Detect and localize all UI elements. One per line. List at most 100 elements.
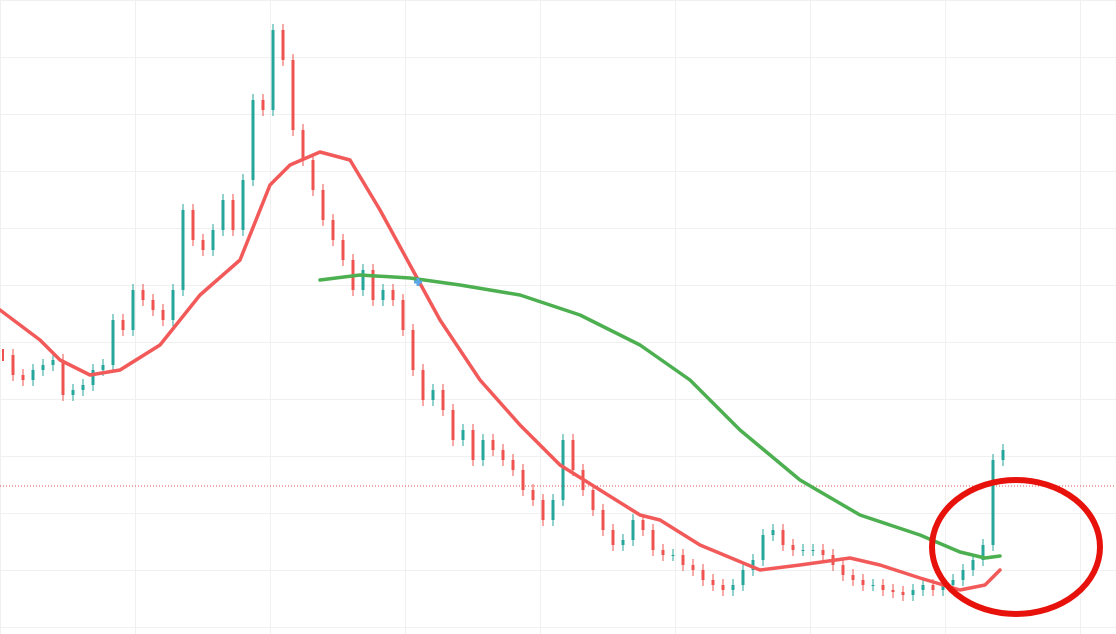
candle-body <box>431 390 435 400</box>
candle-body <box>191 210 195 240</box>
candle-body <box>481 440 485 460</box>
candle-body <box>491 440 495 450</box>
candle-body <box>81 385 85 390</box>
candle-body <box>991 460 995 545</box>
candle-body <box>361 270 365 290</box>
candle-body <box>951 580 955 585</box>
candle-body <box>791 545 795 550</box>
candle-body <box>241 180 245 230</box>
candle-body <box>131 290 135 330</box>
candle-body <box>251 100 255 180</box>
plot-area <box>0 24 1116 601</box>
candle-body <box>681 555 685 565</box>
candle-body <box>471 430 475 460</box>
candle-body <box>981 545 985 560</box>
candle-body <box>751 560 755 570</box>
candle-body <box>671 555 675 556</box>
candle-body <box>631 520 635 540</box>
candle-body <box>41 365 45 370</box>
candle-body <box>911 590 915 595</box>
candle-body <box>151 300 155 310</box>
candle-body <box>441 390 445 410</box>
candle-body <box>401 300 405 330</box>
candle-body <box>811 550 815 551</box>
candle-body <box>111 320 115 365</box>
candle-body <box>571 440 575 470</box>
candle-body <box>61 360 65 395</box>
candle-body <box>541 500 545 520</box>
candle-body <box>451 410 455 440</box>
candle-body <box>761 535 765 560</box>
candle-body <box>261 100 265 110</box>
candle-body <box>781 530 785 545</box>
candle-body <box>661 550 665 555</box>
candle-body <box>721 585 725 590</box>
candle-body <box>31 370 35 380</box>
candle-body <box>71 390 75 395</box>
candle-body <box>511 460 515 470</box>
candle-body <box>841 565 845 575</box>
candle-body <box>961 570 965 580</box>
candle-body <box>601 510 605 530</box>
candle-body <box>371 270 375 300</box>
candle-body <box>901 592 905 595</box>
candle-body <box>281 30 285 60</box>
candle-body <box>391 290 395 300</box>
candle-body <box>91 370 95 385</box>
candle-body <box>181 210 185 290</box>
candle-body <box>941 585 945 590</box>
candle-body <box>591 490 595 510</box>
candle-body <box>501 450 505 460</box>
highlight-circle <box>929 477 1103 617</box>
candle-body <box>741 570 745 585</box>
candle-body <box>861 580 865 585</box>
candle-body <box>821 550 825 555</box>
candle-body <box>51 360 55 365</box>
candle-body <box>561 440 565 500</box>
candle-body <box>221 200 225 230</box>
candle-body <box>881 585 885 590</box>
moving-average-line <box>0 150 1002 592</box>
candle-body <box>851 575 855 580</box>
candle-body <box>271 30 275 110</box>
candle-body <box>921 585 925 590</box>
candle-body <box>701 570 705 580</box>
candle-body <box>611 530 615 545</box>
candle-body <box>521 470 525 490</box>
candle-body <box>641 520 645 530</box>
candle-body <box>621 540 625 545</box>
candle-body <box>141 290 145 300</box>
candle-body <box>651 530 655 550</box>
candle-body <box>691 565 695 570</box>
candle-body <box>771 530 775 535</box>
candle-body <box>171 290 175 320</box>
candle-body <box>11 355 15 375</box>
candle-body <box>411 330 415 370</box>
candle-body <box>971 560 975 570</box>
candle-body <box>891 590 895 592</box>
candle-body <box>21 375 25 380</box>
candle-body <box>711 580 715 585</box>
candle-body <box>871 585 875 586</box>
candle-body <box>461 430 465 440</box>
candle-body <box>531 490 535 500</box>
moving-average-line <box>318 273 1002 560</box>
candle-body <box>421 370 425 400</box>
candle-body <box>301 130 305 160</box>
candle-body <box>211 230 215 250</box>
candle-body <box>321 190 325 220</box>
candle-body <box>931 585 935 590</box>
candle-body <box>331 220 335 240</box>
candle-body <box>341 240 345 260</box>
candle-body <box>161 310 165 320</box>
crosshair-marker <box>414 278 422 286</box>
candle-body <box>101 365 105 370</box>
candle-body <box>381 290 385 300</box>
candle-body <box>201 240 205 250</box>
candle-body <box>231 200 235 230</box>
candle-body <box>801 550 805 551</box>
candle-body <box>731 585 735 590</box>
candle-body <box>291 60 295 130</box>
candle-body <box>121 320 125 330</box>
